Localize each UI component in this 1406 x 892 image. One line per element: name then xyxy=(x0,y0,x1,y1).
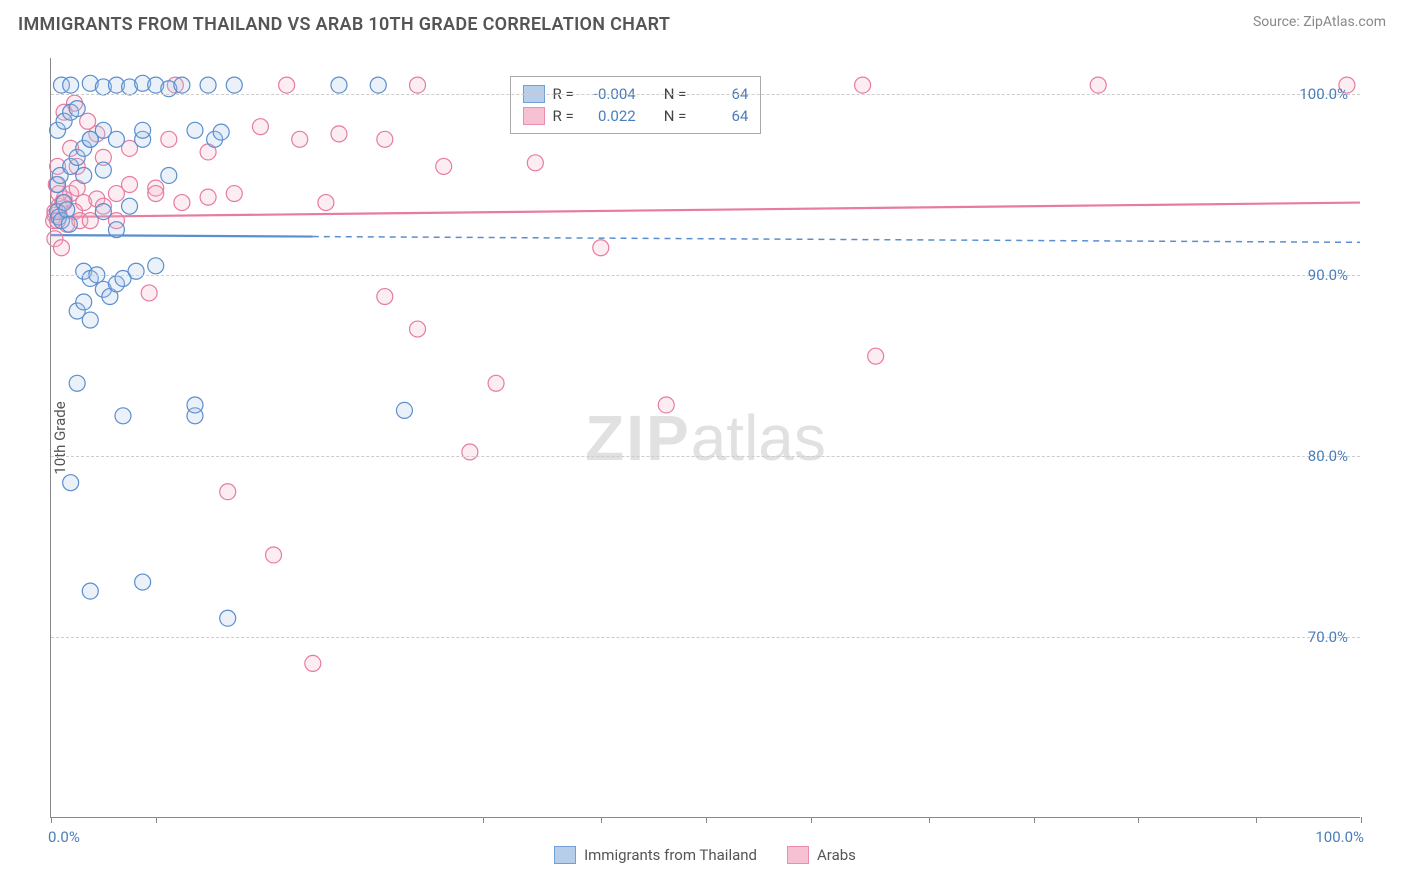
chart-area: 10th Grade ZIPatlas R =-0.004N =64R =0.0… xyxy=(50,58,1360,818)
y-tick-label: 90.0% xyxy=(1308,266,1348,284)
y-tick-label: 100.0% xyxy=(1299,85,1348,103)
chart-title: IMMIGRANTS FROM THAILAND VS ARAB 10TH GR… xyxy=(18,14,670,35)
swatch-icon xyxy=(554,846,576,864)
x-min-label: 0.0% xyxy=(48,828,80,846)
series-legend: Immigrants from Thailand Arabs xyxy=(50,846,1360,864)
swatch-icon xyxy=(523,107,545,125)
plot-area: ZIPatlas R =-0.004N =64R =0.022N =64 70.… xyxy=(50,58,1360,818)
legend-label: Arabs xyxy=(817,846,856,864)
swatch-icon xyxy=(787,846,809,864)
scatter-plot-svg xyxy=(51,58,1360,817)
x-max-label: 100.0% xyxy=(1315,828,1364,846)
legend-label: Immigrants from Thailand xyxy=(584,846,757,864)
legend-item-arabs: Arabs xyxy=(787,846,856,864)
y-tick-label: 70.0% xyxy=(1308,628,1348,646)
source-label: Source: ZipAtlas.com xyxy=(1253,14,1386,30)
correlation-legend: R =-0.004N =64R =0.022N =64 xyxy=(510,76,762,134)
y-tick-label: 80.0% xyxy=(1308,447,1348,465)
legend-row: R =0.022N =64 xyxy=(523,105,749,127)
legend-item-thailand: Immigrants from Thailand xyxy=(554,846,757,864)
